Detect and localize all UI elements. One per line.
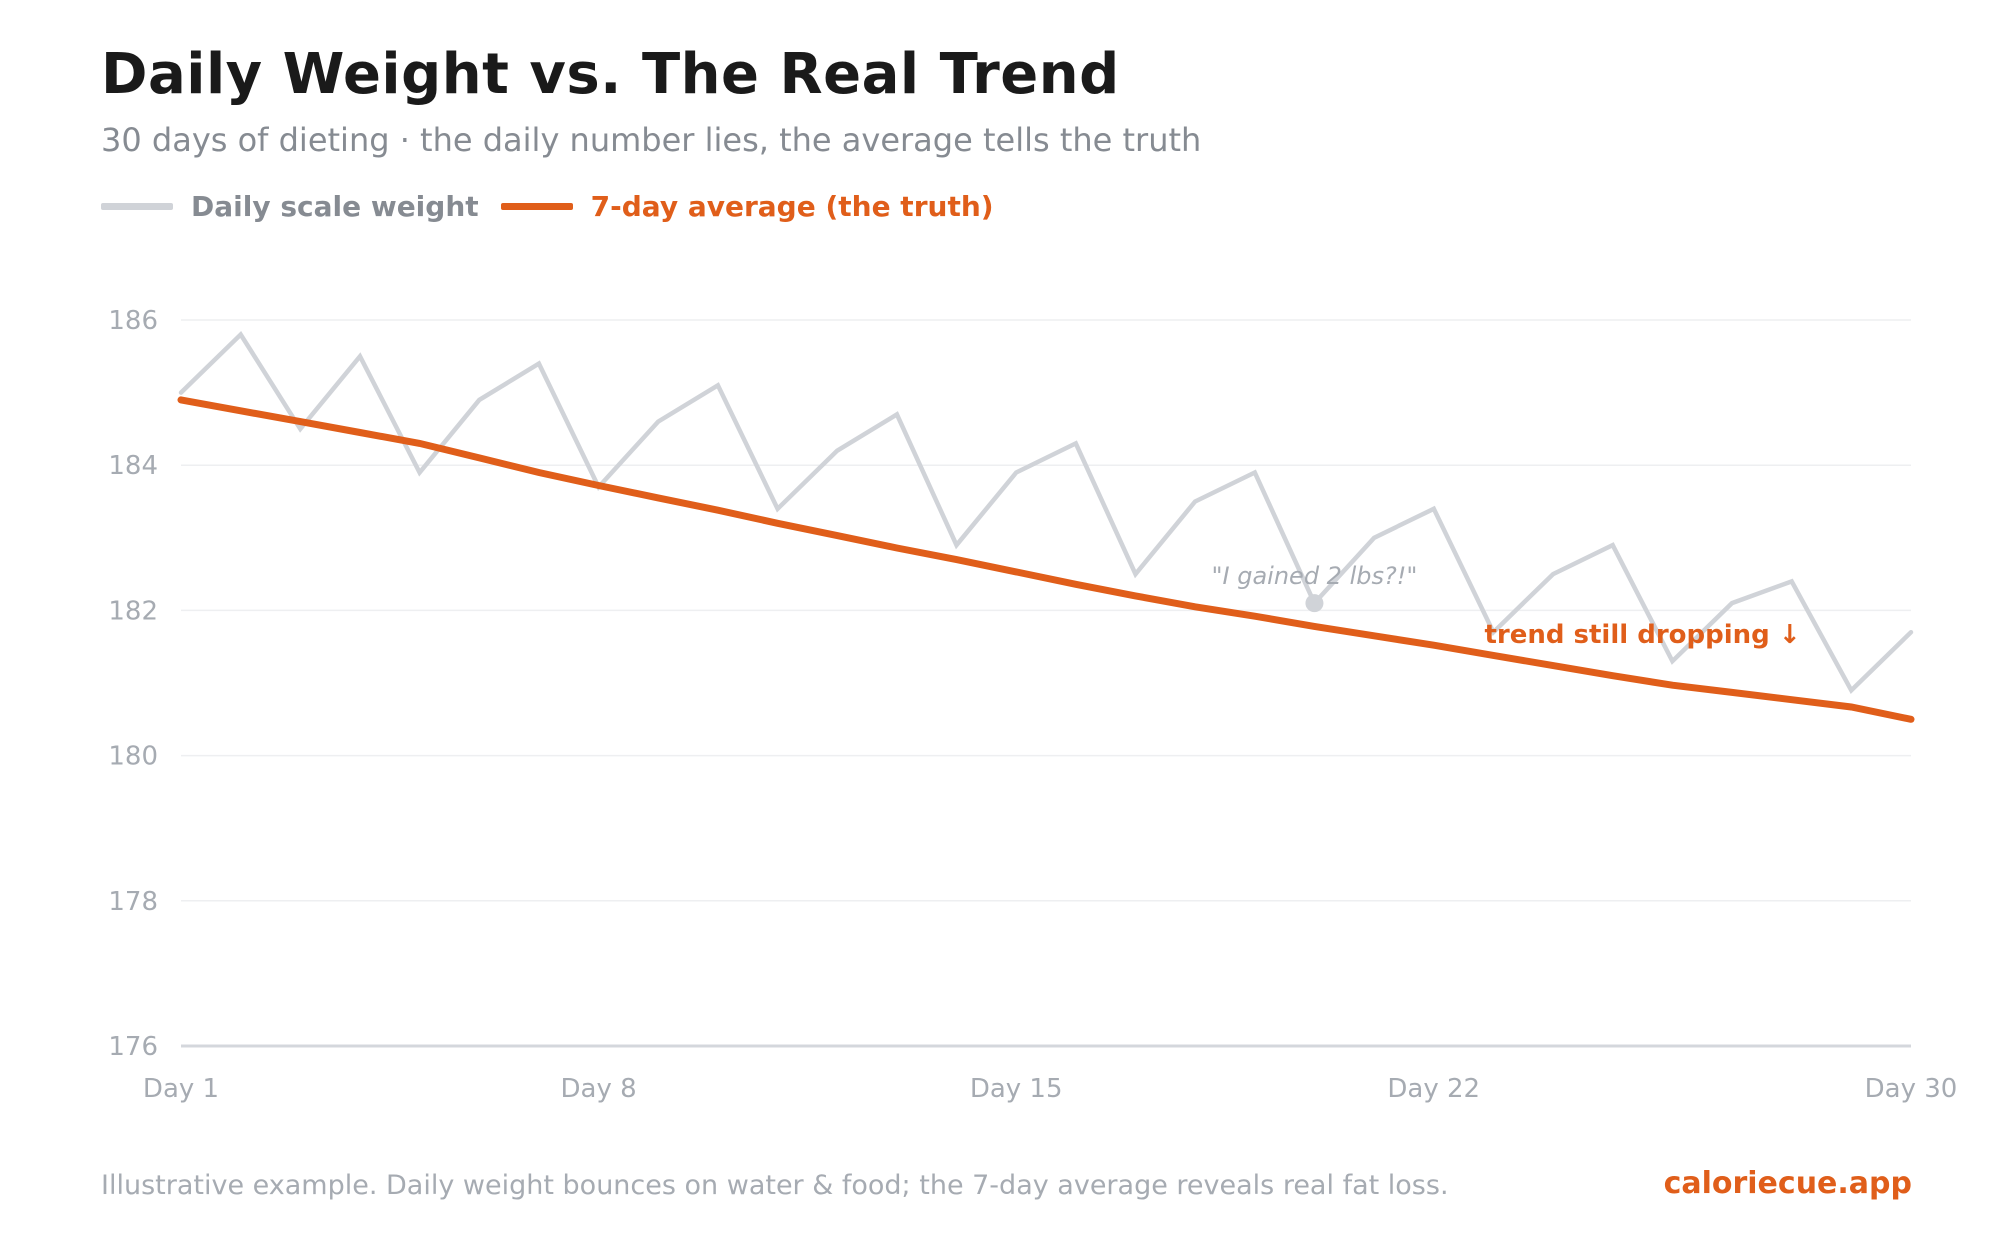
y-tick-label: 176 (108, 1032, 158, 1062)
chart-subtitle: 30 days of dieting · the daily number li… (101, 121, 1202, 159)
x-tick-label: Day 22 (1387, 1074, 1480, 1104)
chart-title: Daily Weight vs. The Real Trend (101, 42, 1120, 107)
annotation-trend: trend still dropping ↓ (1484, 620, 1800, 650)
y-tick-label: 180 (108, 742, 158, 772)
y-tick-label: 178 (108, 887, 158, 917)
legend-item-average: 7-day average (the truth) (500, 189, 994, 223)
brand-link[interactable]: caloriecue.app (1663, 1166, 1912, 1201)
y-tick-label: 182 (108, 596, 158, 626)
series-line-average (177, 396, 1915, 723)
legend-label-average: 7-day average (the truth) (590, 189, 994, 223)
y-tick-label: 186 (108, 306, 158, 336)
annotation-daily-gain: "I gained 2 lbs?!" (1211, 562, 1417, 590)
legend-swatch-average (500, 202, 573, 210)
legend-swatch-daily (101, 202, 173, 210)
x-tick-label: Day 15 (970, 1074, 1063, 1104)
x-tick-label: Day 8 (561, 1074, 637, 1104)
legend-label-daily: Daily scale weight (191, 189, 479, 223)
legend-item-daily: Daily scale weight (101, 190, 479, 223)
footer-note: Illustrative example. Daily weight bounc… (101, 1170, 1449, 1201)
x-tick-label: Day 30 (1865, 1074, 1958, 1104)
series-line-daily (178, 330, 1914, 694)
x-tick-label: Day 1 (143, 1074, 219, 1104)
legend: Daily scale weight 7-day average (the tr… (101, 186, 1016, 226)
y-tick-label: 184 (108, 451, 158, 481)
annotation-marker (1305, 594, 1324, 613)
